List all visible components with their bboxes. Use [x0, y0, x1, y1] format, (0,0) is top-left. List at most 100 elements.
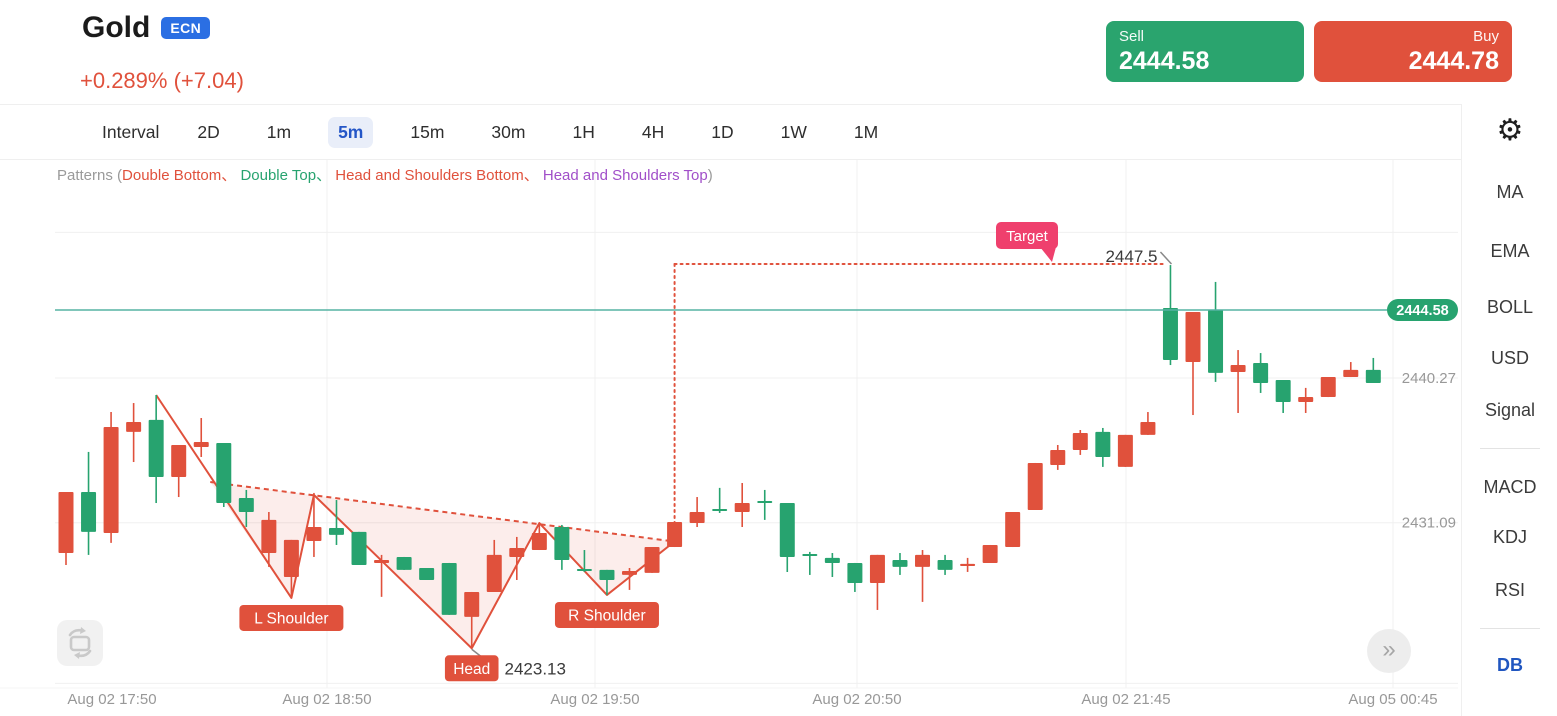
current-price-value: 2444.58: [1396, 303, 1448, 319]
target-annotation-connector: [1159, 251, 1173, 265]
candlestick: [1275, 380, 1291, 413]
pattern-legend-double-bottom: Double Bottom: [122, 167, 222, 184]
interval-tab-1m[interactable]: 1m: [266, 121, 292, 142]
patterns-suffix: ): [707, 167, 713, 184]
patterns-separator: 、: [523, 167, 543, 184]
sidebar-item-rsi[interactable]: RSI: [1494, 580, 1525, 600]
sidebar-item-signal[interactable]: Signal: [1484, 400, 1536, 420]
candlestick: [847, 562, 863, 592]
pattern-label-l-shoulder: [239, 604, 344, 631]
candlestick: [1140, 412, 1156, 435]
head-price-value: 2423.13: [505, 659, 566, 678]
rotate-screen-icon: [68, 627, 92, 659]
indicator-sidebar: ⚙ MA EMA BOLL USD Signal MACD KDJ RSI DB: [1461, 104, 1557, 716]
candlestick: [238, 489, 254, 527]
interval-tab-4h[interactable]: 4H: [641, 121, 665, 142]
pattern-legend-head-and-shoulders-top: Head and Shoulders Top: [542, 167, 708, 184]
candlestick: [869, 554, 885, 610]
candlestick: [734, 482, 750, 527]
time-axis-label: Aug 02 17:50: [67, 691, 156, 708]
candlestick: [1343, 362, 1359, 378]
candlestick: [1027, 462, 1043, 510]
interval-tab-1m[interactable]: 1M: [853, 121, 879, 142]
candlestick: [1117, 434, 1133, 467]
candlestick: [1298, 387, 1314, 413]
candlestick: [689, 497, 705, 527]
interval-tab-1w[interactable]: 1W: [780, 121, 807, 142]
sell-label: Sell: [1119, 28, 1145, 45]
candlestick: [531, 523, 547, 551]
header: Gold ECN: [82, 11, 211, 44]
candlestick: [396, 556, 412, 570]
interval-tab-1h[interactable]: 1H: [572, 121, 595, 142]
sidebar-divider: [1480, 628, 1540, 629]
candlestick: [374, 554, 390, 597]
candlestick: [261, 512, 277, 567]
candlestick: [982, 544, 998, 563]
candlestick: [622, 567, 637, 590]
candlestick: [283, 539, 299, 598]
candlestick: [937, 554, 953, 575]
sidebar-item-kdj[interactable]: KDJ: [1492, 527, 1527, 547]
pattern-label-head: [444, 655, 499, 682]
candlestick: [1095, 427, 1111, 467]
time-axis-label: Aug 05 00:45: [1348, 691, 1437, 708]
settings-gear-icon[interactable]: ⚙: [1496, 114, 1524, 147]
candlestick: [126, 403, 142, 463]
pattern-label-text: L Shoulder: [254, 610, 328, 627]
symbol-title: Gold: [82, 11, 151, 44]
candlestick: [599, 569, 615, 595]
interval-tabs: 2D 1m 5m 15m 30m 1H 4H 1D 1W 1M: [187, 116, 915, 148]
candlestick: [1162, 265, 1178, 366]
candlestick: [1253, 353, 1269, 393]
patterns-separator: 、: [221, 167, 241, 184]
interval-tab-15m[interactable]: 15m: [410, 121, 445, 142]
candlestick: [58, 491, 74, 566]
sidebar-item-db[interactable]: DB: [1497, 655, 1523, 675]
candlestick: [1320, 377, 1336, 398]
candlestick: [802, 551, 818, 575]
pattern-neckline: [210, 481, 675, 543]
sidebar-item-ema[interactable]: EMA: [1490, 241, 1530, 261]
target-balloon: [996, 222, 1058, 249]
interval-tab-1d[interactable]: 1D: [711, 121, 734, 142]
sidebar-item-usd[interactable]: USD: [1490, 348, 1529, 368]
candlestick: [81, 451, 97, 555]
price-axis-label: 2431.09: [1402, 515, 1456, 532]
candlestick: [576, 550, 592, 572]
candlestick: [757, 489, 773, 520]
rotate-screen-button[interactable]: [57, 620, 103, 666]
target-price-annotation: 2447.5: [1105, 247, 1157, 266]
patterns-separator: 、: [316, 167, 336, 184]
candlestick: [103, 412, 119, 543]
candlestick: [306, 492, 322, 557]
candlestick: [644, 547, 660, 573]
scroll-forward-button[interactable]: »: [1367, 629, 1411, 673]
candlestick: [464, 591, 480, 649]
candlestick: [667, 521, 683, 548]
price-axis-label: 2440.27: [1402, 370, 1456, 387]
candlestick: [712, 487, 728, 513]
sidebar-item-ma[interactable]: MA: [1496, 182, 1524, 202]
buy-button[interactable]: Buy 2444.78: [1314, 21, 1512, 82]
candlestick: [1050, 444, 1066, 470]
sidebar-item-boll[interactable]: BOLL: [1486, 297, 1534, 317]
price-chart[interactable]: 2440.27 2431.09 Aug 02 17:50 Aug 02 18:50 Au…: [0, 0, 1460, 716]
candlestick: [148, 395, 164, 504]
candlestick: [1230, 350, 1246, 413]
sell-button[interactable]: Sell 2444.58: [1106, 21, 1304, 82]
candlestick: [351, 531, 367, 566]
interval-tab-5m[interactable]: 5m: [328, 116, 374, 148]
candlestick: [1208, 281, 1224, 382]
sidebar-item-macd[interactable]: MACD: [1483, 477, 1537, 497]
time-axis-label: Aug 02 19:50: [550, 691, 639, 708]
double-chevron-right-icon: »: [1382, 635, 1396, 663]
time-axis-label: Aug 02 20:50: [812, 691, 901, 708]
candlestick: [328, 500, 344, 545]
interval-tab-2d[interactable]: 2D: [197, 121, 220, 142]
candlestick: [1365, 357, 1381, 384]
target-balloon-text: Target: [1006, 228, 1049, 245]
pattern-legend-double-top: Double Top: [240, 167, 317, 184]
interval-tab-30m[interactable]: 30m: [491, 121, 526, 142]
candlestick: [441, 562, 457, 615]
